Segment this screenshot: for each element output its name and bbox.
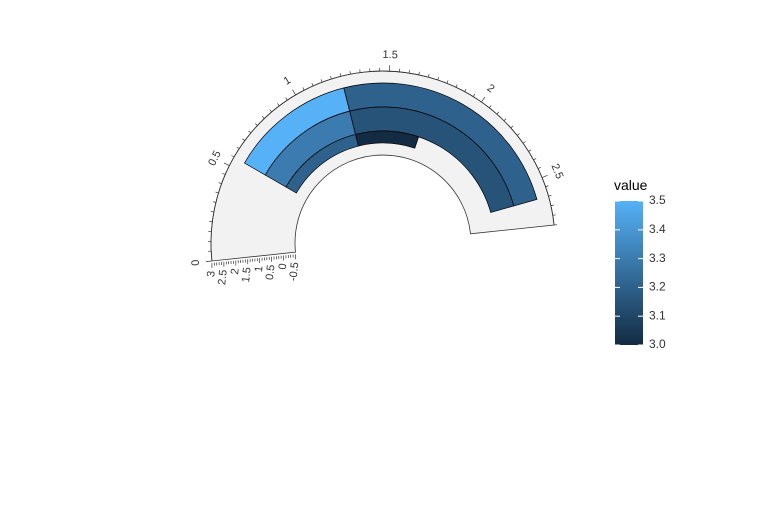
angular-minor-tick (222, 173, 226, 175)
angular-tick-label: 1.5 (382, 49, 398, 62)
angular-minor-tick (455, 84, 458, 88)
angular-minor-tick (537, 166, 541, 169)
angular-minor-tick (212, 201, 216, 203)
angular-minor-tick (550, 204, 554, 206)
angular-minor-tick (339, 73, 342, 77)
radial-tick-label: 0.5 (264, 264, 278, 280)
legend: value 3.0 3.1 3.2 3.3 3.4 3.5 (614, 177, 666, 351)
angular-major-tick (205, 260, 212, 262)
angular-minor-tick (215, 191, 219, 194)
legend-tick-label: 3.5 (649, 193, 666, 207)
axes: 00.511.522.5-0.500.511.522.53 (190, 49, 566, 286)
legend-tick-label: 3.3 (649, 251, 666, 265)
radial-tick-label: 2 (229, 268, 242, 275)
radial-tick-label: 0 (277, 263, 290, 270)
angular-tick-label: 0.5 (206, 149, 224, 168)
angular-minor-tick (516, 133, 520, 136)
angular-minor-tick (548, 194, 552, 197)
angular-minor-tick (522, 141, 526, 144)
angular-major-tick (481, 96, 486, 103)
angular-tick-label: 2 (485, 82, 497, 95)
angular-minor-tick (427, 74, 430, 78)
legend-tick-label: 3.1 (649, 308, 666, 322)
angular-minor-tick (285, 97, 288, 101)
angular-major-tick (292, 89, 296, 96)
angular-tick-label: 2.5 (548, 162, 565, 181)
angular-minor-tick (320, 79, 323, 83)
legend-colorbar (615, 201, 643, 345)
angular-minor-tick (545, 185, 549, 188)
angular-minor-tick (510, 125, 514, 129)
angular-minor-tick (277, 103, 280, 107)
angular-minor-tick (528, 149, 532, 152)
legend-tick-label: 3.4 (649, 222, 666, 236)
heat-tile (355, 130, 420, 149)
angular-tick-label: 1 (282, 74, 293, 87)
angular-minor-tick (231, 155, 235, 158)
angular-tick-label: 0 (190, 259, 203, 266)
tiles (243, 82, 538, 213)
angular-minor-tick (533, 158, 537, 161)
angular-minor-tick (472, 93, 476, 97)
angular-minor-tick (254, 123, 258, 126)
radial-tick-label: 2.5 (216, 269, 230, 285)
radial-tick-label: 3 (205, 270, 218, 277)
angular-minor-tick (503, 118, 507, 122)
angular-major-tick (541, 174, 548, 178)
angular-minor-tick (330, 75, 332, 80)
angular-minor-tick (236, 146, 240, 149)
angular-minor-tick (302, 87, 305, 91)
angular-minor-tick (464, 88, 467, 92)
angular-minor-tick (210, 211, 214, 213)
legend-tick-label: 3.0 (649, 337, 666, 351)
radial-tick-label: 1.5 (240, 267, 254, 283)
angular-axis-line (210, 70, 555, 262)
legend-title: value (614, 177, 648, 193)
angular-minor-tick (269, 109, 272, 113)
angular-minor-tick (489, 105, 492, 109)
legend-tick-label: 3.2 (649, 280, 666, 294)
angular-minor-tick (218, 182, 222, 184)
angular-minor-tick (242, 138, 246, 141)
angular-minor-tick (349, 71, 351, 75)
angular-minor-tick (261, 116, 265, 119)
radial-tick-label: 1 (253, 265, 266, 272)
angular-major-tick (223, 162, 230, 166)
angular-minor-tick (496, 111, 500, 115)
angular-minor-tick (248, 130, 252, 134)
angular-minor-tick (437, 76, 439, 81)
radial-tick-label: -0.5 (287, 262, 301, 282)
angular-minor-tick (418, 71, 420, 75)
angular-minor-tick (311, 82, 314, 87)
angular-minor-tick (446, 80, 449, 84)
